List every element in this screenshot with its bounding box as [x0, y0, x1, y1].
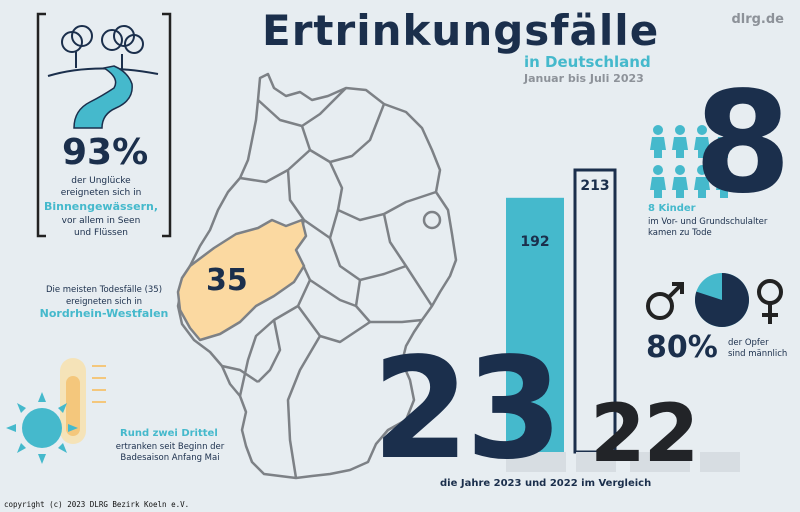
gender-line-2: sind männlich [728, 349, 788, 359]
gender-percent: 80% [646, 330, 718, 365]
child-icon [694, 165, 710, 198]
nrw-value: 35 [206, 263, 248, 298]
state-border [238, 279, 312, 397]
inland-line-4: und Flüssen [74, 228, 128, 238]
state-border [221, 364, 259, 384]
value-2022: 213 [580, 178, 610, 194]
state-border [300, 103, 386, 164]
state-border [257, 319, 282, 383]
region-name: Nordrhein-Westfalen [39, 307, 169, 320]
state-border [328, 161, 437, 222]
inland-text: der Unglücke ereigneten sich in Binnenge… [40, 175, 162, 239]
children-icons [650, 125, 732, 198]
region-line-2: ereigneten sich in [65, 297, 143, 307]
comparison-caption: die Jahre 2023 und 2022 im Vergleich [440, 478, 652, 489]
ground-strip [630, 452, 690, 472]
sun-thermometer-icon [6, 358, 106, 464]
child-icon [650, 125, 666, 158]
year-2022: 22 [590, 387, 699, 480]
nrw-region [176, 218, 308, 342]
ground-strip [576, 452, 616, 472]
child-icon [716, 125, 732, 158]
gender-line-1: der Opfer [728, 338, 769, 348]
state-border [382, 213, 434, 307]
state-border [286, 335, 322, 479]
period-label: Januar bis Juli 2023 [524, 72, 644, 85]
male-icon [646, 282, 684, 320]
state-border [296, 305, 371, 344]
season-text: ertranken seit Beginn der Badesaison Anf… [90, 442, 250, 464]
region-text: Die meisten Todesfälle (35) ereigneten s… [26, 284, 182, 308]
page-subtitle: in Deutschland [524, 53, 651, 71]
inland-percent: 93% [62, 132, 149, 173]
child-icon [650, 165, 666, 198]
berlin-border [422, 210, 442, 230]
germany-map [176, 72, 458, 480]
trees-river-icon [47, 25, 159, 129]
state-border [328, 209, 407, 282]
thermometer-icon [60, 358, 106, 444]
bracket-frame [36, 12, 172, 238]
season-headline: Rund zwei Drittel [120, 428, 218, 439]
ground-strip [506, 452, 566, 472]
value-2023: 192 [520, 234, 550, 250]
child-icon [694, 125, 710, 158]
child-icon [672, 165, 688, 198]
inland-highlight: Binnengewässern, [43, 200, 159, 213]
inland-line-2: ereigneten sich in [60, 188, 142, 198]
gender-text: der Opfer sind männlich [728, 338, 787, 360]
state-border [286, 169, 331, 240]
ground-strip [700, 452, 740, 472]
children-label: 8 Kinder [648, 203, 696, 214]
children-text: im Vor- und Grundschulalter kamen zu Tod… [648, 217, 767, 239]
germany-outline [176, 72, 458, 480]
children-number: 8 [694, 62, 792, 225]
children-line-1: im Vor- und Grundschulalter [648, 217, 768, 227]
bar-2023 [506, 197, 564, 452]
page-title: Ertrinkungsfälle [262, 6, 660, 55]
gender-graphic [646, 273, 783, 327]
site-link[interactable]: dlrg.de [731, 12, 784, 27]
child-icon [716, 165, 732, 198]
inland-line-3: vor allem in Seen [61, 216, 141, 226]
children-line-2: kamen zu Tode [648, 228, 712, 238]
region-line-1: Die meisten Todesfälle (35) [45, 285, 163, 295]
season-line-2: Badesaison Anfang Mai [120, 453, 220, 463]
child-icon [672, 125, 688, 158]
gender-pie-male [695, 273, 749, 327]
season-line-1: ertranken seit Beginn der [115, 442, 225, 452]
female-icon [757, 279, 783, 324]
sun-icon [6, 392, 78, 464]
inland-line-1: der Unglücke [71, 176, 131, 186]
copyright-notice: copyright (c) 2023 DLRG Bezirk Koeln e.V… [4, 500, 190, 509]
year-2023: 23 [372, 328, 563, 491]
state-border [239, 149, 311, 184]
